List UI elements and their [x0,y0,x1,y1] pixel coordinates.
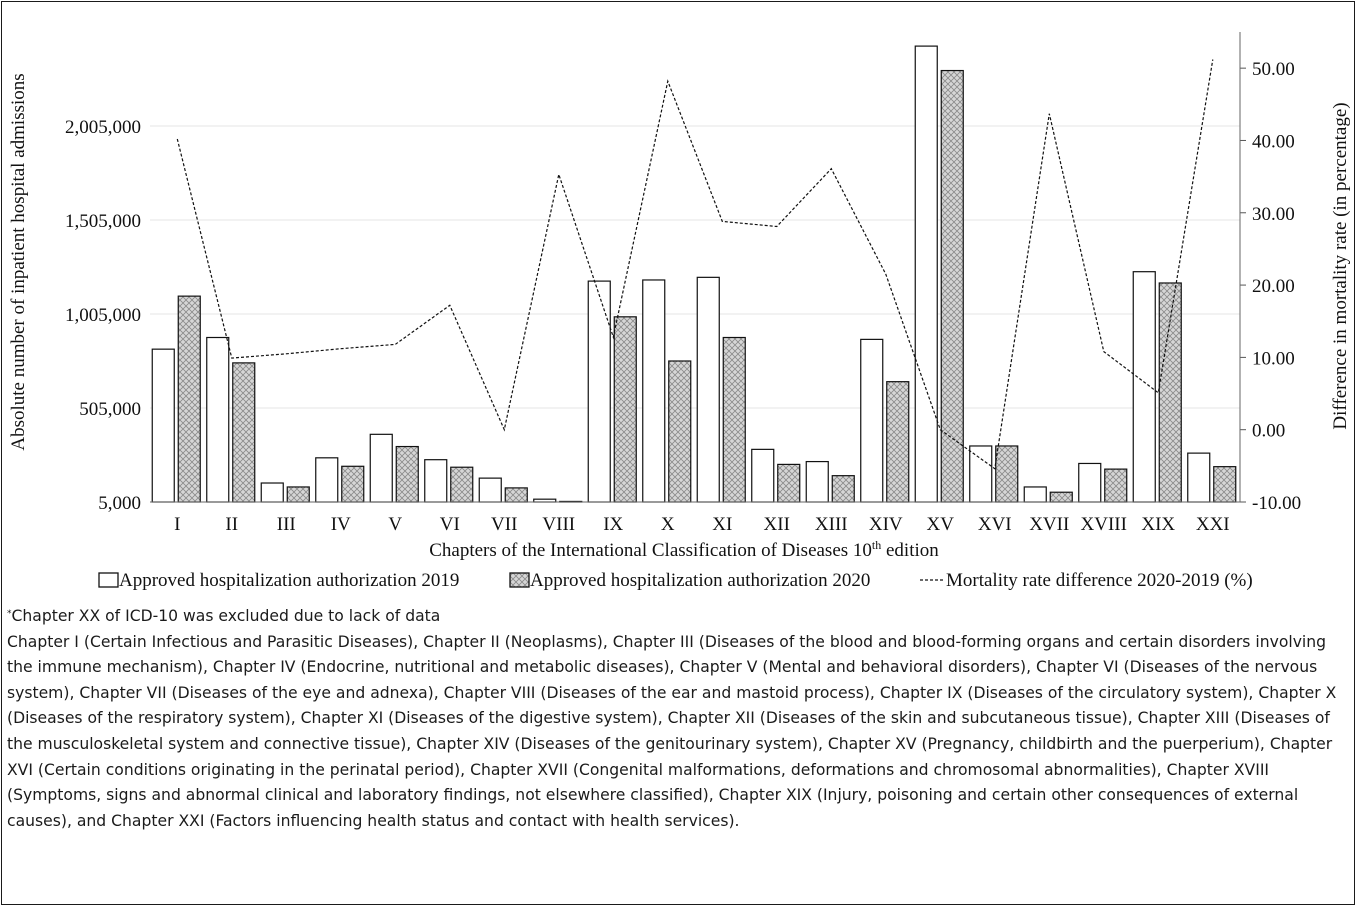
bar-2020 [232,362,256,503]
y-axis-title: Absolute number of inpatient hospital ad… [8,73,29,450]
legend-item-2020: Approved hospitalization authorization 2… [509,570,870,591]
bar-2019 [478,477,502,503]
bar-2020 [1049,491,1073,503]
y-tick-label: 505,000 [79,399,141,420]
y-tick-label: 1,005,000 [65,305,141,326]
bar-2019 [642,279,666,503]
x-tick-label: I [174,514,180,535]
x-tick-label: XVIII [1081,514,1127,535]
axes [150,32,1246,503]
bar-2019 [1023,486,1047,503]
bar-2020 [995,445,1019,503]
footnote-text: Chapter XX of ICD-10 was excluded due to… [11,607,441,625]
legend-label-2019: Approved hospitalization authorization 2… [119,570,459,591]
x-tick-label: IV [331,514,351,535]
bar-2019 [1078,462,1102,503]
mortality-line [176,59,1214,470]
bar-2019 [587,280,611,503]
gridlines [150,125,1240,409]
legend-label-2020: Approved hospitalization authorization 2… [530,570,870,591]
y2-tick-label: 40.00 [1252,131,1295,152]
x-tick-label: XIV [869,514,903,535]
x-tick-label: XII [764,514,790,535]
y-tick-label: 5,000 [98,493,141,514]
bar-2020 [1104,468,1128,503]
tick-labels: 5,000 505,000 1,005,000 1,505,000 2,005,000 -… [65,59,1301,535]
x-tick-label: XV [927,514,955,535]
mortality-line-group [176,59,1214,470]
x-tick-label: XIX [1141,514,1175,535]
chart: 5,000 505,000 1,005,000 1,505,000 2,005,000 -… [8,32,1351,591]
bar-2019 [969,445,993,503]
chapter-descriptions: Chapter I (Certain Infectious and Parasi… [7,632,1337,830]
x-tick-label: VII [491,514,517,535]
bar-2020 [940,69,964,503]
x-tick-label: X [661,514,675,535]
y2-tick-label: 20.00 [1252,276,1295,297]
x-axis-title: Chapters of the International Classifica… [429,538,939,561]
bar-2019 [696,276,720,503]
legend-swatch-2020 [509,572,530,588]
y-tick-label: 2,005,000 [65,117,141,138]
bar-2020 [341,465,365,503]
bar-2020 [177,295,201,503]
legend-item-2019: Approved hospitalization authorization 2… [98,570,459,591]
x-tick-label: II [225,514,238,535]
bars [151,45,1237,503]
x-tick-label: XVII [1029,514,1069,535]
bar-2019 [315,457,339,503]
y2-tick-label: 10.00 [1252,348,1295,369]
bar-2020 [450,466,474,503]
x-tick-label: IX [603,514,623,535]
bar-2019 [751,448,775,503]
bar-2019 [1132,271,1156,503]
bar-2020 [613,316,637,503]
bar-2020 [831,475,855,503]
bar-2020 [286,486,310,503]
y2-tick-label: 30.00 [1252,204,1295,225]
x-tick-label: XIII [815,514,848,535]
bar-2019 [206,336,230,503]
footnote: *Chapter XX of ICD-10 was excluded due t… [7,604,1347,630]
bar-2020 [886,381,910,503]
bar-2020 [777,463,801,503]
bar-2020 [722,336,746,503]
bar-2019 [1187,452,1211,503]
bar-2020 [668,360,692,503]
bar-2019 [805,460,829,503]
x-tick-label: XI [712,514,732,535]
legend-item-mortality: Mortality rate difference 2020-2019 (%) [920,570,1253,591]
bar-2019 [860,338,884,503]
bar-2019 [424,459,448,503]
bar-2020 [504,487,528,503]
bar-2019 [369,433,393,503]
bar-2020 [1158,282,1182,503]
y2-tick-label: -10.00 [1252,493,1301,514]
x-tick-label: III [277,514,296,535]
x-tick-label: VI [440,514,460,535]
footnote-mark: * [7,609,12,619]
x-tick-label: XXI [1196,514,1230,535]
bar-2020 [395,445,419,503]
y2-axis-title: Difference in mortality rate (in percent… [1330,102,1351,429]
bar-2019 [260,482,284,503]
y-tick-label: 1,505,000 [65,211,141,232]
legend-swatch-2019 [98,572,119,588]
legend-label-mortality: Mortality rate difference 2020-2019 (%) [946,570,1253,591]
y2-tick-label: 0.00 [1252,421,1285,442]
y2-tick-label: 50.00 [1252,59,1295,80]
x-tick-label: VIII [542,514,575,535]
bar-2019 [151,348,175,503]
legend: Approved hospitalization authorization 2… [98,570,1253,591]
x-tick-label: V [388,514,402,535]
x-tick-label: XVI [978,514,1012,535]
bar-2019 [914,45,938,503]
figure-notes: *Chapter XX of ICD-10 was excluded due t… [7,604,1347,834]
bar-2020 [1213,466,1237,503]
